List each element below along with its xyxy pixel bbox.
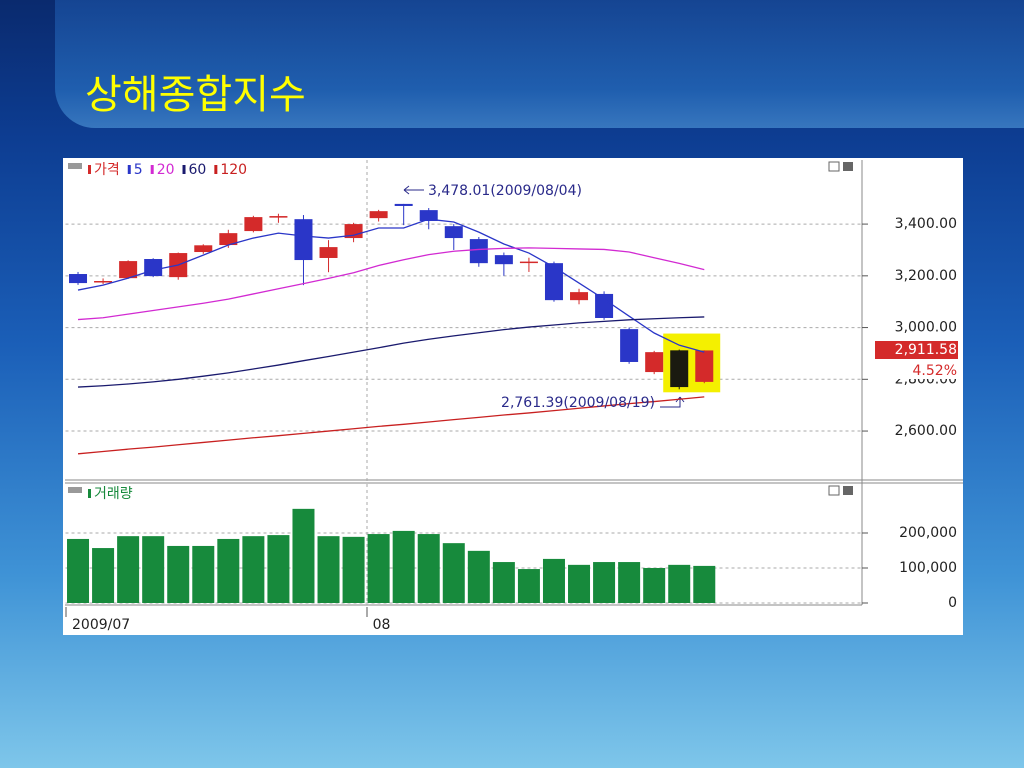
window-button[interactable] <box>828 161 840 172</box>
legend-label: 가격 <box>94 162 120 178</box>
legend-marker <box>88 165 91 174</box>
candle-body <box>394 203 413 206</box>
volume-bar <box>292 508 315 603</box>
legend-marker <box>127 165 131 174</box>
y-tick-label: 3,400.00 <box>895 216 957 232</box>
volume-bar <box>142 536 165 603</box>
y-tick-label: 0 <box>948 595 957 611</box>
y-tick-label: 3,200.00 <box>895 268 957 284</box>
candle-body <box>194 245 213 253</box>
x-tick-label: 2009/07 <box>72 617 130 633</box>
volume-bar <box>593 562 616 603</box>
legend-marker <box>150 165 154 174</box>
candle-body <box>319 247 338 258</box>
volume-bar <box>367 534 390 603</box>
window-button[interactable] <box>843 486 853 495</box>
last-price-label: 2,911.58 <box>895 342 957 358</box>
volume-bar <box>542 558 565 603</box>
volume-bar <box>517 569 540 603</box>
legend-marker <box>214 165 218 174</box>
volume-bar <box>568 564 591 603</box>
candle-body <box>695 350 714 382</box>
volume-bar <box>643 568 666 603</box>
candle-body <box>144 259 163 277</box>
candle-body <box>119 261 138 279</box>
candle-body <box>244 217 263 232</box>
volume-bar <box>67 538 90 603</box>
volume-bar <box>167 545 190 603</box>
annotation-arrow <box>403 185 424 195</box>
candle-body <box>369 211 388 219</box>
volume-bar <box>467 550 490 603</box>
window-button[interactable] <box>843 162 853 171</box>
candle-body <box>570 292 589 301</box>
candle-body <box>69 274 88 284</box>
header-band <box>55 0 1024 128</box>
volume-bar <box>417 534 440 603</box>
candle-body <box>444 226 463 239</box>
candle-body <box>595 293 614 318</box>
candle-body <box>469 239 488 264</box>
change-box <box>876 362 958 379</box>
legend-label: 거래량 <box>94 486 133 502</box>
candle-body <box>219 233 238 246</box>
volume-bar <box>668 564 691 603</box>
legend-marker <box>88 489 91 498</box>
panel-icon <box>68 163 82 169</box>
candle-body <box>494 255 513 265</box>
legend-label: 60 <box>189 162 207 178</box>
y-tick-label: 100,000 <box>899 560 957 576</box>
y-tick-label: 3,000.00 <box>895 320 957 336</box>
moving-average <box>77 247 705 321</box>
y-tick-label: 2,600.00 <box>895 423 957 439</box>
moving-average <box>77 316 705 388</box>
change-label: 4.52% <box>913 363 957 379</box>
candle-body <box>94 281 113 283</box>
candle-body <box>670 350 689 388</box>
candle-body <box>620 329 639 362</box>
volume-bar <box>92 548 115 603</box>
y-tick-label: 200,000 <box>899 525 957 541</box>
legend-marker <box>182 165 186 174</box>
volume-bar <box>342 536 365 603</box>
legend-label: 120 <box>220 162 247 178</box>
legend-label: 5 <box>134 162 143 178</box>
candle-body <box>419 210 438 221</box>
volume-bar <box>242 536 265 603</box>
volume-bar <box>217 538 240 603</box>
candle-body <box>269 216 288 218</box>
legend-label: 20 <box>157 162 175 178</box>
window-button[interactable] <box>828 485 840 496</box>
last-price-box <box>875 341 958 359</box>
annotation: 3,478.01(2009/08/04) <box>428 183 582 199</box>
moving-average <box>77 396 705 455</box>
slide-title: 상해종합지수 <box>85 72 306 118</box>
x-tick-label: 08 <box>373 617 391 633</box>
candle-body <box>544 263 563 301</box>
annotation: 2,761.39(2009/08/19) <box>501 395 655 411</box>
volume-bar <box>618 562 641 603</box>
volume-bar <box>317 536 340 603</box>
volume-bar <box>492 562 515 603</box>
volume-bar <box>392 530 415 603</box>
moving-average <box>77 218 705 353</box>
volume-bar <box>693 565 716 603</box>
panel-icon <box>68 487 82 493</box>
candle-body <box>519 261 538 264</box>
volume-bar <box>442 543 465 603</box>
candle-body <box>645 352 664 373</box>
volume-bar <box>192 545 215 603</box>
candle-body <box>294 219 313 261</box>
volume-bar <box>267 535 290 603</box>
volume-bar <box>117 536 140 603</box>
